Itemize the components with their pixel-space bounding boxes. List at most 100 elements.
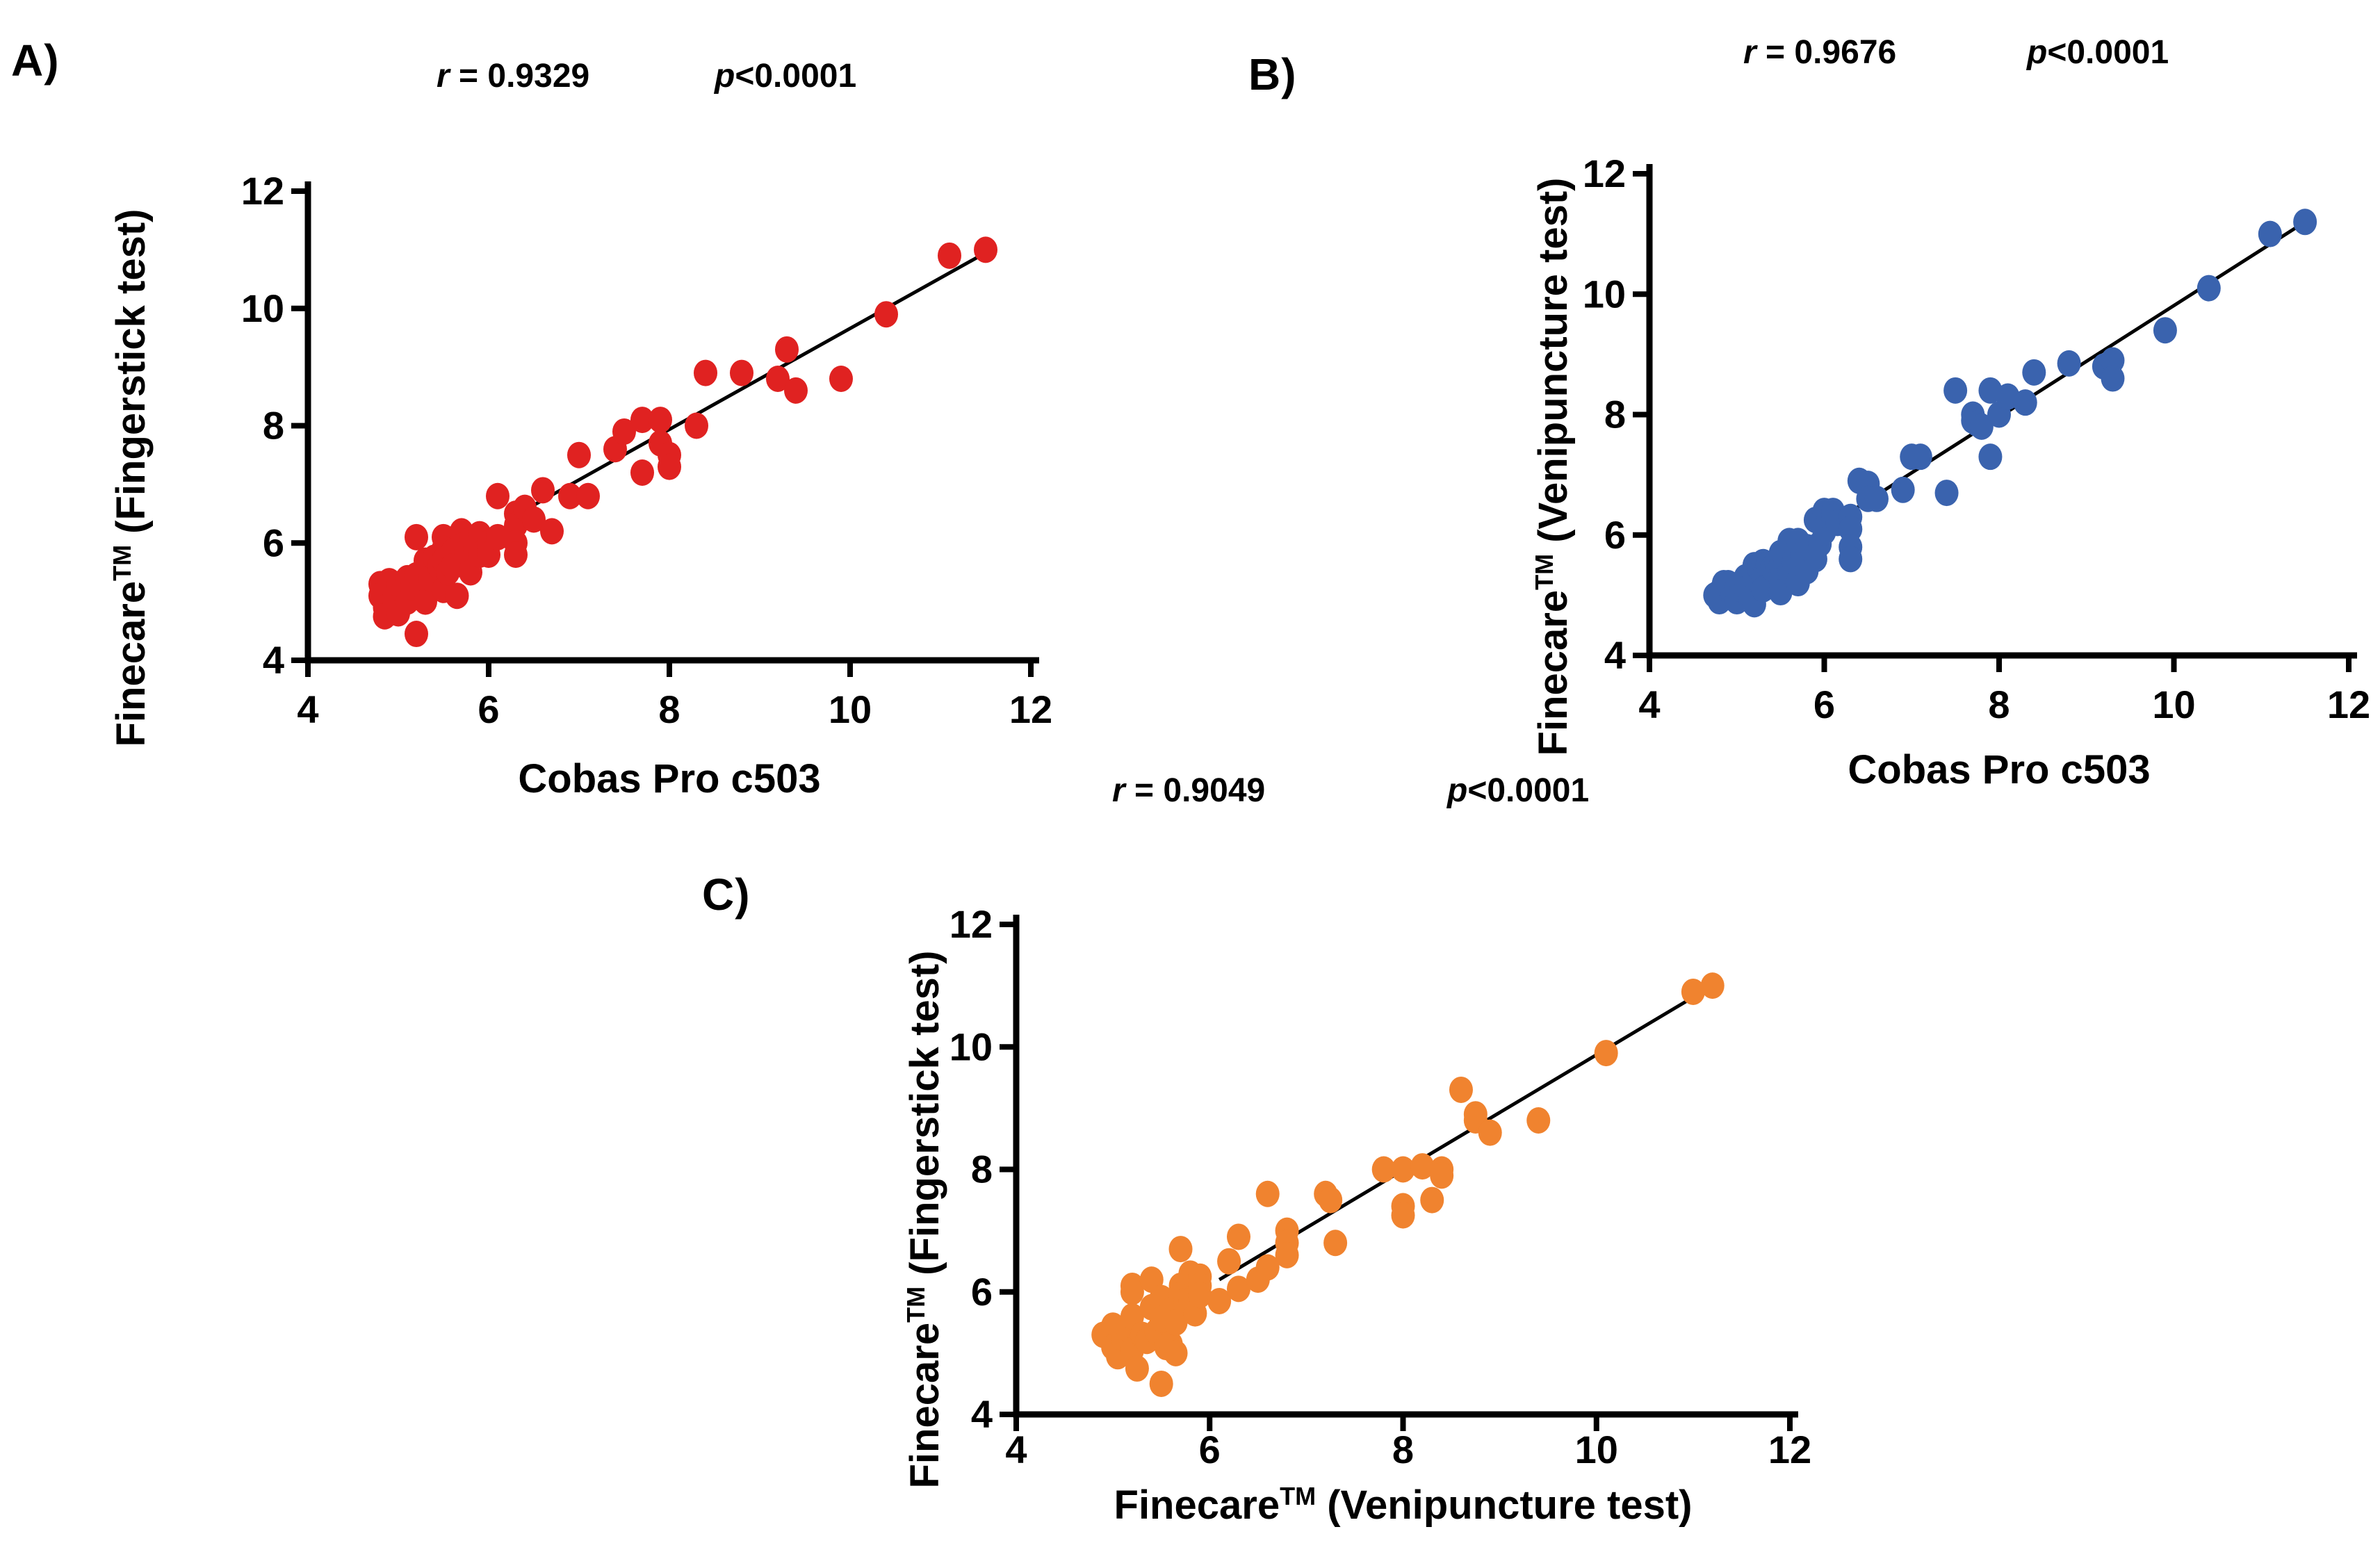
stat-p-letter: p bbox=[715, 58, 735, 95]
y-tick-label: 12 bbox=[241, 169, 284, 213]
scatter-point bbox=[540, 518, 564, 545]
stat-r-value: = 0.9676 bbox=[1756, 34, 1897, 71]
panel-c-pvalue-stat: p<0.0001 bbox=[1447, 772, 1589, 810]
x-tick-label: 12 bbox=[1768, 1428, 1811, 1471]
scatter-point bbox=[2293, 209, 2317, 236]
scatter-point bbox=[1969, 413, 1994, 440]
scatter-point bbox=[766, 366, 790, 392]
y-tick-label: 10 bbox=[241, 286, 284, 330]
scatter-point bbox=[405, 621, 428, 648]
scatter-point bbox=[1420, 1186, 1444, 1214]
scatter-point bbox=[1478, 1119, 1502, 1146]
panel-c-scatter-plot: 4 6 8 10 12 4 6 8 10 12 FinecareTM (Venipuncture t… bbox=[902, 902, 1811, 1528]
y-tick-label: 8 bbox=[971, 1148, 993, 1191]
y-axis-title: FinecareTM (Fingerstick test) bbox=[108, 209, 154, 747]
scatter-point bbox=[1934, 480, 1959, 507]
x-tick-label: 4 bbox=[1005, 1428, 1027, 1471]
stat-r-letter: r bbox=[1743, 34, 1757, 71]
scatter-point bbox=[2196, 275, 2221, 302]
scatter-point bbox=[522, 506, 546, 533]
scatter-point bbox=[974, 236, 997, 263]
y-axis-title: FinecareTM (Venipuncture test) bbox=[1530, 178, 1576, 756]
scatter-point bbox=[1391, 1202, 1415, 1229]
y-tick-label: 12 bbox=[949, 902, 993, 946]
y-tick-label: 4 bbox=[971, 1392, 993, 1436]
y-tick-label: 6 bbox=[971, 1270, 993, 1314]
x-tick-label: 6 bbox=[1199, 1428, 1221, 1471]
scatter-point bbox=[874, 301, 898, 328]
scatter-point bbox=[2258, 220, 2282, 247]
scatter-point bbox=[1323, 1230, 1348, 1257]
scatter-point bbox=[1371, 1156, 1396, 1183]
panel-b-scatter-plot: 4 6 8 10 12 4 6 8 10 12 Cobas Pro c503 FinecareTM (… bbox=[1530, 152, 2370, 792]
scatter-point bbox=[630, 459, 654, 486]
scatter-point bbox=[2153, 317, 2177, 344]
x-tick-label: 6 bbox=[478, 687, 499, 731]
y-tick-label: 4 bbox=[1604, 633, 1626, 677]
scatter-point bbox=[1207, 1287, 1232, 1314]
scatter-point bbox=[1391, 1156, 1415, 1183]
stat-r-value: = 0.9049 bbox=[1125, 772, 1266, 809]
regression-line bbox=[517, 251, 987, 516]
scatter-point bbox=[1120, 1278, 1144, 1305]
stat-p-value: <0.0001 bbox=[735, 58, 857, 95]
panel-a-label: A) bbox=[11, 35, 60, 85]
scatter-point bbox=[1319, 1186, 1343, 1214]
scatter-point bbox=[531, 477, 555, 504]
stat-p-value: <0.0001 bbox=[2047, 34, 2169, 71]
scatter-point bbox=[1226, 1223, 1250, 1250]
y-tick-label: 8 bbox=[1604, 393, 1626, 436]
scatter-point bbox=[730, 359, 753, 386]
scatter-point bbox=[1908, 443, 1932, 471]
scatter-point bbox=[2101, 365, 2125, 392]
scatter-point bbox=[504, 541, 528, 569]
y-tick-label: 4 bbox=[263, 638, 284, 682]
scatter-point bbox=[1164, 1339, 1188, 1366]
scatter-point bbox=[685, 412, 708, 439]
stat-r-value: = 0.9329 bbox=[449, 58, 590, 95]
scatter-point bbox=[829, 366, 853, 392]
scatter-point bbox=[1891, 476, 1915, 503]
scatter-point bbox=[1700, 972, 1725, 999]
y-tick-label: 8 bbox=[263, 404, 284, 448]
scatter-point bbox=[1410, 1153, 1435, 1180]
scatter-point bbox=[1164, 1309, 1188, 1336]
scatter-point bbox=[784, 377, 808, 404]
stat-r-letter: r bbox=[1112, 772, 1125, 809]
scatter-point bbox=[1681, 978, 1705, 1005]
scatter-point bbox=[1125, 1355, 1149, 1382]
y-tick-label: 6 bbox=[263, 521, 284, 564]
scatter-point bbox=[694, 359, 717, 386]
x-tick-label: 12 bbox=[1009, 687, 1052, 731]
scatter-point bbox=[1526, 1107, 1551, 1134]
scatter-point bbox=[1430, 1162, 1454, 1189]
regression-line bbox=[1218, 983, 1713, 1282]
scatter-point bbox=[567, 441, 591, 468]
panel-c-correlation-stat: r = 0.9049 bbox=[1112, 772, 1265, 810]
x-tick-label: 4 bbox=[297, 687, 318, 731]
scatter-point bbox=[2013, 389, 2037, 416]
stat-p-letter: p bbox=[2027, 34, 2048, 71]
x-tick-label: 6 bbox=[1813, 683, 1835, 726]
scatter-point bbox=[1226, 1275, 1250, 1303]
x-tick-label: 8 bbox=[1392, 1428, 1414, 1471]
scatter-point bbox=[1449, 1076, 1473, 1103]
panel-a-scatter-plot: 4 6 8 10 12 4 6 8 10 12 Cobas Pro c503 FinecareTM (… bbox=[108, 169, 1052, 801]
x-tick-label: 10 bbox=[1575, 1428, 1618, 1471]
panel-b-correlation-stat: r = 0.9676 bbox=[1743, 33, 1896, 72]
scatter-point bbox=[576, 482, 600, 509]
scatter-point bbox=[1149, 1370, 1173, 1397]
stat-p-letter: p bbox=[1447, 772, 1468, 809]
x-tick-label: 8 bbox=[1988, 683, 2010, 726]
scatter-point bbox=[2022, 359, 2046, 386]
scatter-point bbox=[1839, 516, 1863, 543]
scatter-point bbox=[1255, 1254, 1280, 1281]
scatter-point bbox=[2057, 350, 2081, 377]
y-tick-label: 10 bbox=[1583, 272, 1626, 316]
y-tick-label: 12 bbox=[1583, 152, 1626, 195]
scatter-point bbox=[414, 588, 437, 615]
scatter-point bbox=[658, 453, 681, 480]
scatter-point bbox=[649, 407, 672, 434]
scatter-point bbox=[486, 523, 510, 550]
